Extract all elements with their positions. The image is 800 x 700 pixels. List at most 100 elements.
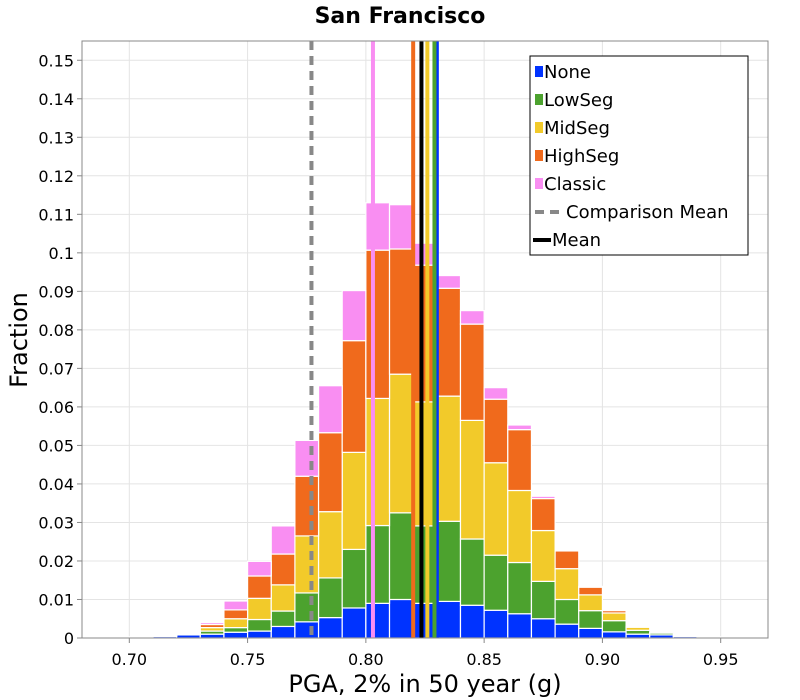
bar-none-10 — [365, 602, 391, 639]
x-tick-label: 0.85 — [466, 650, 502, 669]
legend-label: Comparison Mean — [566, 202, 729, 223]
bar-none-13 — [436, 600, 462, 639]
bar-highseg-7 — [294, 475, 320, 537]
bar-lowseg-0 — [128, 636, 154, 638]
bar-midseg-18 — [554, 568, 580, 601]
bar-none-20 — [601, 631, 627, 639]
legend-label: Mean — [552, 230, 601, 251]
bar-classic-7 — [294, 439, 320, 477]
legend-label: LowSeg — [544, 90, 613, 111]
bar-none-8 — [317, 616, 343, 639]
bar-midseg-22 — [649, 632, 674, 634]
y-tick-label: 0.1 — [49, 244, 74, 263]
bar-lowseg-10 — [365, 524, 391, 604]
bar-midseg-8 — [317, 511, 343, 579]
bar-classic-3 — [199, 621, 225, 626]
y-tick-label: 0.15 — [38, 51, 74, 70]
legend: None LowSeg MidSeg HighSeg Classic Comparison… — [529, 55, 749, 256]
bar-midseg-5 — [246, 597, 272, 621]
bar-lowseg-23 — [672, 635, 698, 638]
bar-classic-17 — [530, 495, 556, 500]
bar-midseg-15 — [483, 462, 509, 556]
bar-midseg-17 — [530, 529, 556, 582]
legend-swatch-highseg — [535, 150, 543, 161]
bar-highseg-9 — [341, 340, 367, 453]
y-tick-label: 0.13 — [38, 128, 74, 147]
bar-midseg-10 — [365, 397, 391, 527]
x-tick-label: 0.70 — [111, 650, 147, 669]
bar-classic-13 — [436, 274, 462, 289]
y-axis-title: Fraction — [5, 292, 33, 388]
bar-lowseg-13 — [436, 520, 462, 603]
y-tick-label: 0.07 — [38, 359, 74, 378]
bar-highseg-11 — [388, 248, 414, 375]
bar-highseg-20 — [601, 610, 627, 614]
y-tick-label: 0.04 — [38, 475, 74, 494]
legend-swatch-midseg — [535, 122, 543, 133]
bar-lowseg-18 — [554, 598, 580, 625]
bar-classic-4 — [223, 600, 249, 611]
bar-lowseg-7 — [294, 592, 320, 623]
bar-classic-9 — [341, 289, 367, 342]
bar-highseg-15 — [483, 398, 509, 464]
bar-none-16 — [507, 613, 533, 639]
bar-highseg-6 — [270, 553, 296, 586]
bar-none-11 — [388, 598, 414, 639]
bar-lowseg-17 — [530, 580, 556, 620]
x-tick-label: 0.80 — [348, 650, 384, 669]
mean-lines — [309, 41, 439, 638]
bar-midseg-13 — [436, 395, 462, 522]
bar-midseg-20 — [601, 612, 627, 622]
legend-swatch-none — [535, 66, 543, 77]
bar-highseg-21 — [625, 625, 651, 628]
bar-lowseg-9 — [341, 548, 367, 609]
bar-highseg-17 — [530, 497, 556, 532]
y-tick-label: 0.01 — [38, 590, 74, 609]
bar-lowseg-19 — [578, 610, 604, 629]
bar-highseg-10 — [365, 249, 391, 400]
bar-classic-15 — [483, 387, 509, 400]
bar-midseg-16 — [507, 489, 533, 564]
bar-classic-14 — [459, 310, 485, 325]
bar-classic-8 — [317, 385, 343, 434]
bar-midseg-11 — [388, 373, 414, 514]
bar-classic-2 — [176, 630, 201, 633]
bar-lowseg-6 — [270, 610, 296, 628]
bar-classic-5 — [246, 560, 272, 577]
legend-swatch-classic — [535, 178, 543, 189]
y-tick-label: 0.02 — [38, 552, 74, 571]
y-tick-label: 0.06 — [38, 398, 74, 417]
legend-swatch-lowseg — [535, 94, 543, 105]
bar-none-9 — [341, 607, 367, 639]
x-tick-label: 0.90 — [585, 650, 621, 669]
bar-midseg-6 — [270, 584, 296, 612]
bar-none-5 — [246, 630, 272, 639]
y-tick-label: 0.14 — [38, 90, 74, 109]
bar-midseg-19 — [578, 594, 604, 612]
bar-none-14 — [459, 604, 485, 639]
y-tick-label: 0.09 — [38, 282, 74, 301]
chart-title: San Francisco — [315, 4, 486, 29]
plot-frame — [81, 40, 769, 639]
legend-label: None — [544, 62, 591, 83]
y-axis-ticks: 0 0.01 0.02 0.03 0.04 0.05 0.06 0.07 0.08 0.09 0.1… — [38, 51, 82, 648]
bar-none-17 — [530, 618, 556, 639]
bar-none-7 — [294, 621, 320, 639]
bar-highseg-16 — [507, 429, 533, 492]
bar-none-18 — [554, 623, 580, 639]
bar-lowseg-15 — [483, 554, 509, 611]
bar-highseg-19 — [578, 586, 604, 596]
y-tick-label: 0.05 — [38, 436, 74, 455]
x-axis-ticks: 0.70 0.75 0.80 0.85 0.90 0.95 — [111, 638, 739, 669]
bar-classic-16 — [507, 424, 533, 431]
y-tick-label: 0.12 — [38, 167, 74, 186]
bar-highseg-5 — [246, 575, 272, 599]
bar-highseg-8 — [317, 432, 343, 513]
bar-lowseg-5 — [246, 618, 272, 632]
bar-highseg-18 — [554, 550, 580, 570]
x-tick-label: 0.75 — [230, 650, 266, 669]
y-tick-label: 0 — [64, 629, 74, 648]
bar-highseg-13 — [436, 287, 462, 397]
bar-midseg-9 — [341, 451, 367, 551]
